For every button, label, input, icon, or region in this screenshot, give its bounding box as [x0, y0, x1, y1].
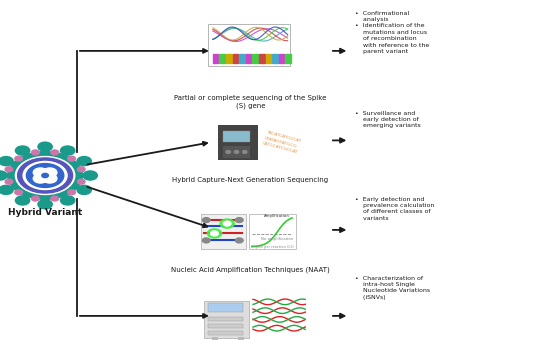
Circle shape	[0, 185, 13, 194]
Text: Hybrid Capture-Next Generation Sequencing: Hybrid Capture-Next Generation Sequencin…	[172, 177, 328, 183]
Circle shape	[42, 173, 48, 178]
Circle shape	[51, 150, 59, 155]
Bar	[252, 54, 258, 63]
Circle shape	[78, 179, 85, 184]
Circle shape	[15, 157, 75, 194]
Circle shape	[18, 158, 73, 193]
Bar	[204, 301, 249, 338]
Circle shape	[211, 231, 218, 236]
Text: •  Surveillance and
    early detection of
    emerging variants: • Surveillance and early detection of em…	[355, 111, 421, 128]
Text: CATGCATCGCCAT: CATGCATCGCCAT	[261, 141, 298, 154]
Circle shape	[78, 167, 85, 172]
Text: Partial or complete sequencing of the Spike
(S) gene: Partial or complete sequencing of the Sp…	[174, 95, 327, 109]
Bar	[201, 214, 246, 249]
Text: Copies per reaction (Ct): Copies per reaction (Ct)	[251, 245, 294, 249]
Bar	[266, 54, 271, 63]
Circle shape	[23, 161, 67, 190]
Circle shape	[68, 156, 75, 161]
FancyBboxPatch shape	[208, 24, 290, 66]
Bar	[212, 337, 218, 340]
Circle shape	[8, 152, 82, 199]
Text: No amplification: No amplification	[261, 237, 293, 241]
Bar	[285, 54, 291, 63]
Bar	[259, 54, 265, 63]
Circle shape	[83, 171, 97, 180]
Bar	[223, 146, 250, 158]
Bar	[213, 54, 218, 63]
Circle shape	[202, 238, 210, 243]
Text: •  Characterization of
    intra-host Single
    Nucleotide Variations
    (iSNV: • Characterization of intra-host Single …	[355, 276, 430, 300]
Circle shape	[31, 150, 39, 155]
Circle shape	[0, 171, 7, 180]
Circle shape	[34, 174, 48, 183]
Bar	[239, 54, 245, 63]
Bar	[249, 214, 296, 249]
Circle shape	[235, 238, 243, 243]
Bar	[208, 324, 243, 328]
Circle shape	[42, 168, 57, 177]
Bar	[208, 331, 243, 335]
Text: Nucleic Acid Amplification Techniques (NAAT): Nucleic Acid Amplification Techniques (N…	[171, 267, 329, 273]
Circle shape	[26, 164, 64, 187]
Circle shape	[5, 179, 13, 184]
Circle shape	[223, 221, 231, 226]
Circle shape	[31, 196, 39, 201]
Circle shape	[0, 157, 13, 166]
Circle shape	[15, 156, 23, 161]
Text: •  Early detection and
    prevalence calculation
    of different classes of
  : • Early detection and prevalence calcula…	[355, 197, 434, 221]
Circle shape	[77, 157, 91, 166]
Circle shape	[60, 196, 75, 205]
Text: GTATAGTATGCG: GTATAGTATGCG	[263, 136, 297, 148]
Bar	[208, 317, 243, 321]
Circle shape	[226, 151, 230, 153]
Circle shape	[51, 196, 59, 201]
Circle shape	[15, 196, 30, 205]
Circle shape	[42, 174, 57, 183]
Bar	[279, 54, 284, 63]
Circle shape	[15, 146, 30, 155]
Bar	[233, 54, 238, 63]
Text: •  Confirmational
    analysis
•  Identification of the
    mutations and locus
: • Confirmational analysis • Identificati…	[355, 11, 429, 54]
Circle shape	[235, 218, 243, 223]
Bar	[223, 131, 250, 142]
Circle shape	[68, 190, 75, 195]
Circle shape	[220, 219, 234, 228]
Text: Amplification: Amplification	[263, 213, 290, 218]
Bar	[226, 54, 232, 63]
Text: Hybrid Variant: Hybrid Variant	[8, 208, 82, 217]
Circle shape	[38, 200, 52, 209]
Circle shape	[77, 185, 91, 194]
Bar	[218, 125, 258, 160]
Circle shape	[34, 168, 48, 177]
Circle shape	[234, 151, 239, 153]
Text: TACATCATCGCAT: TACATCATCGCAT	[266, 130, 301, 144]
Circle shape	[60, 146, 75, 155]
Bar	[208, 303, 243, 312]
Bar	[238, 337, 244, 340]
Circle shape	[15, 190, 23, 195]
Circle shape	[207, 229, 222, 238]
Bar	[246, 54, 251, 63]
Circle shape	[5, 167, 13, 172]
Bar	[272, 54, 278, 63]
Circle shape	[38, 142, 52, 151]
Circle shape	[202, 218, 210, 223]
Circle shape	[243, 151, 247, 153]
Bar	[219, 54, 225, 63]
